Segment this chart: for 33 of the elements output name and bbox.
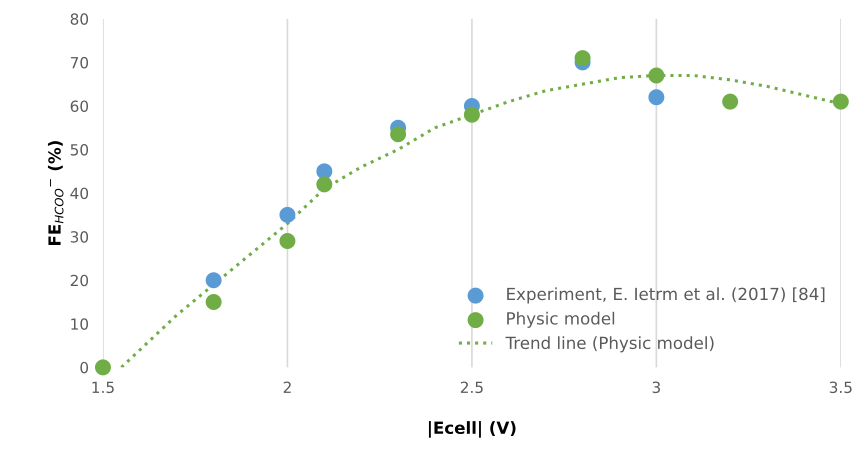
x-tick-label: 3.5 (830, 382, 852, 394)
x-tick-label: 1.5 (92, 382, 114, 394)
point (206, 272, 222, 288)
y-tick-label: 50 (70, 144, 88, 156)
point (574, 50, 591, 66)
point (279, 206, 296, 223)
y-tick-label: 0 (80, 362, 88, 374)
y-tick-label: 70 (70, 56, 88, 68)
point (279, 233, 296, 250)
y-tick-label: 10 (71, 318, 88, 330)
point (464, 106, 480, 123)
legend-label: Trend line (Physic model) (506, 336, 714, 352)
y-axis-title: FE$_{HCOO}$$^{−}$ (%) (48, 141, 64, 245)
point (648, 89, 664, 106)
y-tick-label: 80 (70, 13, 88, 25)
point (832, 94, 849, 110)
point (316, 176, 332, 192)
x-tick-label: 2.5 (460, 382, 483, 394)
point (316, 163, 332, 180)
point (648, 68, 664, 84)
x-tick-label: 2 (284, 382, 291, 393)
y-tick-label: 60 (70, 100, 88, 112)
point (206, 294, 222, 310)
y-tick-label: 40 (70, 188, 88, 200)
y-tick-label: 20 (70, 274, 88, 286)
y-tick-label: 30 (70, 231, 88, 243)
point (94, 359, 111, 376)
x-axis-title: |Ecell| (V) (428, 421, 516, 438)
legend-label: Experiment, E. Ietrm et al. (2017) [84] (507, 287, 824, 304)
point (390, 126, 406, 142)
legend-label: Physic model (507, 312, 614, 328)
x-tick-label: 3 (652, 382, 660, 394)
point (722, 94, 738, 110)
